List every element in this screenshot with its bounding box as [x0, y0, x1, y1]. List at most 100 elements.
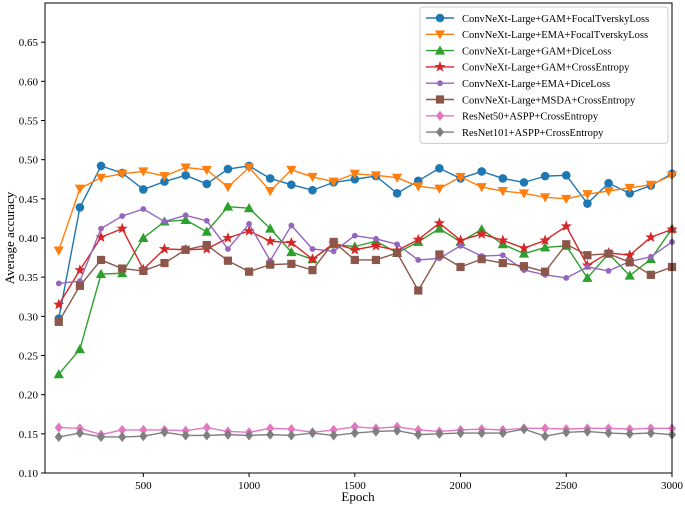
y-axis: 0.10 0.15 0.20 0.25 0.30 0.35 0.40 0.45 0.50 0.55…	[19, 37, 45, 480]
data-point	[561, 194, 572, 205]
data-point	[371, 426, 381, 437]
data-point	[223, 429, 232, 440]
legend-item: ResNet101+ASPP+CrossEntropy	[426, 127, 604, 139]
data-point	[54, 422, 63, 433]
data-point	[393, 425, 402, 436]
legend-label: ConvNeXt-Large+GAM+FocalTverskyLoss	[462, 14, 649, 25]
data-point	[646, 427, 655, 439]
data-point	[54, 317, 63, 326]
data-point	[540, 193, 551, 203]
y-tick-label: 0.35	[19, 272, 39, 284]
data-point	[265, 187, 276, 197]
series-7	[54, 421, 677, 440]
data-point	[139, 266, 148, 276]
data-point	[265, 223, 276, 233]
data-point	[624, 249, 636, 260]
data-point	[539, 234, 551, 246]
series-3	[53, 201, 678, 379]
x-tick-label: 2500	[555, 480, 578, 492]
data-point	[456, 427, 465, 439]
legend-label: ConvNeXt-Large+EMA+DiceLoss	[462, 79, 610, 90]
data-point	[624, 183, 635, 194]
x-tick-label: 1000	[238, 480, 261, 492]
series-line	[58, 241, 673, 323]
data-point	[435, 163, 444, 173]
data-point	[117, 169, 128, 179]
data-point	[371, 255, 381, 265]
x-tick-label: 3000	[661, 480, 684, 492]
data-point	[245, 430, 254, 441]
data-point	[96, 431, 106, 443]
data-point	[392, 248, 402, 257]
data-point	[264, 235, 276, 246]
data-point	[541, 267, 550, 276]
series-line	[58, 208, 673, 285]
data-point	[139, 185, 148, 194]
data-point	[225, 246, 231, 252]
data-point	[454, 234, 467, 246]
data-point	[477, 167, 486, 176]
data-point	[541, 431, 550, 442]
data-point	[96, 161, 106, 171]
series-4	[53, 217, 678, 310]
data-point	[266, 260, 275, 269]
data-point	[540, 242, 551, 252]
legend-item: ConvNeXt-Large+GAM+FocalTverskyLoss	[426, 13, 649, 25]
data-point	[202, 179, 212, 189]
data-point	[202, 240, 211, 250]
data-point	[329, 237, 338, 247]
data-point	[223, 256, 233, 265]
data-point	[159, 172, 170, 182]
data-point	[604, 427, 613, 439]
data-point	[287, 259, 296, 268]
data-point	[560, 220, 572, 231]
y-tick-label: 0.40	[19, 233, 39, 245]
data-point	[413, 182, 424, 192]
data-point	[583, 251, 592, 260]
x-axis-title: Epoch	[341, 489, 375, 504]
data-point	[624, 270, 635, 280]
legend-marker	[435, 127, 445, 138]
data-point	[645, 180, 656, 190]
data-point	[349, 169, 360, 179]
series-line	[58, 205, 673, 375]
data-point	[182, 212, 189, 219]
data-point	[117, 268, 128, 278]
y-tick-label: 0.50	[19, 155, 39, 167]
data-point	[647, 253, 654, 260]
legend-label: ConvNeXt-Large+EMA+FocalTverskyLoss	[462, 30, 648, 41]
data-point	[222, 183, 234, 193]
series-line	[58, 222, 673, 305]
data-point	[434, 184, 445, 194]
y-tick-label: 0.55	[19, 116, 39, 128]
data-point	[140, 206, 147, 212]
data-point	[582, 272, 593, 282]
data-point	[563, 275, 570, 281]
data-point	[223, 164, 233, 174]
data-point	[349, 243, 361, 255]
data-point	[519, 424, 529, 435]
legend-item: ResNet50+ASPP+CrossEntropy	[426, 110, 599, 123]
data-point	[53, 246, 64, 256]
data-point	[519, 262, 529, 271]
series-group	[53, 161, 678, 443]
x-tick-label: 500	[135, 480, 152, 492]
data-point	[308, 185, 317, 195]
data-point	[351, 232, 358, 239]
data-point	[328, 177, 339, 187]
legend-label: ResNet50+ASPP+CrossEntropy	[462, 112, 599, 123]
data-point	[434, 223, 445, 233]
data-point	[201, 226, 212, 236]
data-point	[350, 255, 359, 265]
data-point	[540, 171, 550, 181]
data-point	[138, 167, 149, 177]
data-point	[95, 173, 107, 183]
data-point	[287, 180, 296, 190]
legend-label: ConvNeXt-Large+GAM+DiceLoss	[462, 46, 611, 57]
data-point	[498, 427, 507, 439]
data-point	[415, 257, 422, 263]
data-point	[98, 225, 104, 232]
data-point	[180, 214, 191, 224]
data-point	[222, 201, 234, 211]
legend-frame	[419, 6, 669, 144]
